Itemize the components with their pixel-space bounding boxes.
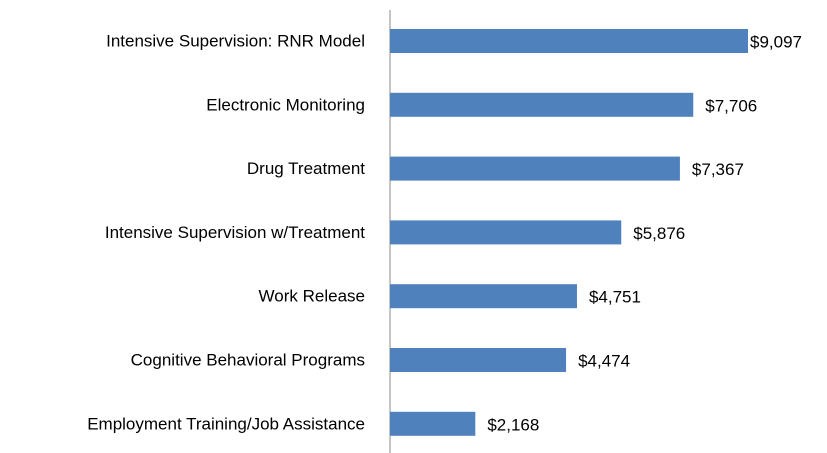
category-label: Electronic Monitoring — [206, 95, 365, 114]
bar — [390, 284, 577, 309]
category-label: Intensive Supervision: RNR Model — [106, 31, 365, 50]
bar — [390, 156, 680, 181]
value-label: $5,876 — [633, 224, 685, 243]
category-label: Intensive Supervision w/Treatment — [105, 223, 365, 242]
bar — [390, 411, 476, 436]
value-label: $4,751 — [589, 288, 641, 307]
bar — [390, 92, 694, 117]
value-label: $4,474 — [578, 351, 630, 370]
bar — [390, 220, 622, 245]
value-label: $7,706 — [705, 96, 757, 115]
category-label: Employment Training/Job Assistance — [87, 414, 365, 433]
bar — [390, 29, 748, 53]
value-label: $7,367 — [692, 160, 744, 179]
category-label: Work Release — [259, 287, 365, 306]
category-label: Drug Treatment — [247, 159, 365, 178]
value-label: $2,168 — [487, 415, 539, 434]
bar — [390, 348, 567, 372]
category-label: Cognitive Behavioral Programs — [131, 350, 365, 369]
value-label: $9,097 — [750, 32, 802, 51]
